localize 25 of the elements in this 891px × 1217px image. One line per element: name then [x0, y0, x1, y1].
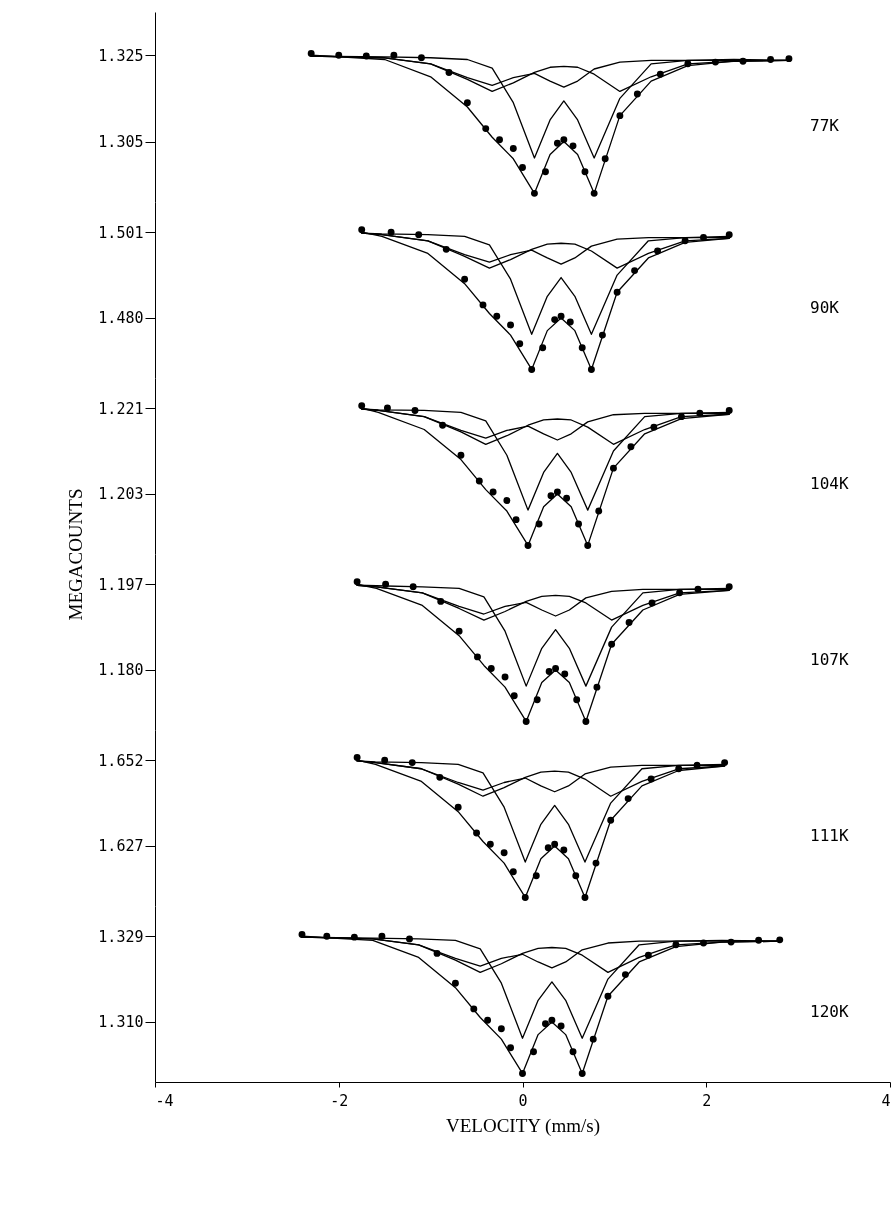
annotation: 90K	[810, 297, 840, 317]
x-tick-label: -4	[155, 1091, 174, 1110]
y-tick-label: 1.197	[98, 575, 144, 594]
y-tick-label: 1.180	[98, 661, 144, 680]
annotation: 120K	[810, 1001, 849, 1021]
x-tick-label: 2	[702, 1091, 712, 1110]
y-tick-label: 1.305	[98, 133, 144, 152]
annotation: 111K	[810, 825, 849, 845]
y-tick-label: 1.221	[98, 399, 144, 418]
y-tick-label: 1.203	[98, 485, 144, 504]
y-tick-label: 1.652	[98, 751, 144, 770]
y-axis-title: MEGACOUNTS	[65, 488, 87, 621]
y-tick-label: 1.627	[98, 837, 144, 856]
annotation: 77K	[810, 116, 840, 135]
x-tick-label: 4	[881, 1091, 891, 1110]
annotation: 104K	[810, 473, 849, 493]
annotation: 107K	[810, 649, 849, 669]
x-tick-label: 0	[518, 1091, 528, 1110]
y-tick-label: 1.329	[98, 927, 144, 946]
x-tick-label: -2	[330, 1091, 349, 1110]
y-tick-label: 1.310	[98, 1013, 144, 1032]
y-tick-label: 1.501	[98, 223, 144, 242]
y-tick-label: 1.325	[98, 46, 144, 65]
y-tick-label: 1.480	[98, 309, 144, 328]
x-axis-title: VELOCITY (mm/s)	[446, 1114, 600, 1137]
